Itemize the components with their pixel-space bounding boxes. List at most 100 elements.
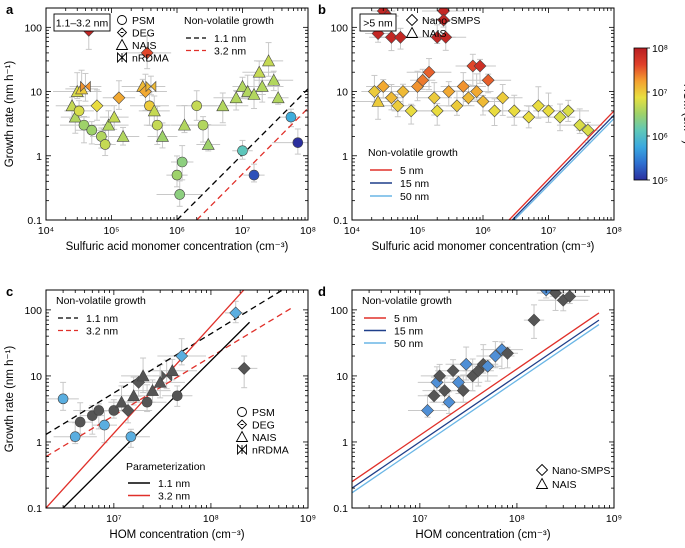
param-title: Parameterization	[126, 461, 206, 473]
legend-marker-deg	[236, 419, 248, 430]
data-point	[247, 87, 261, 100]
data-point	[563, 290, 577, 303]
data-point	[549, 290, 562, 300]
size-range-box	[359, 13, 397, 32]
data-point	[141, 396, 153, 408]
data-point	[488, 349, 502, 363]
legend-label: NAIS	[132, 40, 157, 52]
data-point	[542, 104, 555, 118]
data-point	[267, 73, 281, 86]
line-15-nm	[511, 114, 614, 220]
data-point	[427, 91, 441, 105]
data-point	[439, 30, 453, 44]
legend-marker-nais	[405, 26, 419, 38]
data-point	[125, 431, 137, 443]
colorbar-tick-label: 10⁵	[652, 175, 668, 187]
data-point	[252, 65, 266, 78]
line-5-nm	[352, 312, 600, 483]
x-tick-label: 10⁷	[541, 225, 557, 237]
data-point	[101, 118, 116, 131]
data-point	[68, 110, 82, 123]
data-point	[73, 105, 85, 117]
data-point	[376, 80, 390, 93]
legend-marker-nano-smps	[535, 463, 549, 477]
x-tick-label: 10⁴	[38, 225, 54, 237]
x-tick-label: 10⁶	[169, 225, 185, 237]
line-50-nm	[352, 323, 600, 494]
data-point	[438, 384, 452, 397]
data-point	[171, 390, 183, 402]
data-point	[191, 100, 203, 112]
legend-label: 3.2 nm	[214, 46, 246, 58]
data-point	[145, 383, 159, 396]
panel-letter: a	[6, 2, 14, 17]
data-point	[391, 99, 405, 113]
legend-label: Nano-SMPS	[552, 465, 610, 477]
size-range-label: 1.1–3.2 nm	[56, 18, 109, 30]
y-tick-label: 0.1	[27, 503, 42, 515]
legend-label: nRDMA	[252, 445, 289, 457]
legend-label: PSM	[252, 407, 275, 419]
data-point	[371, 94, 385, 107]
data-point	[147, 104, 161, 117]
data-point	[86, 124, 98, 136]
legend-marker-nano-smps	[405, 13, 419, 27]
data-point	[229, 91, 243, 104]
legend-marker-nrdma	[117, 51, 127, 64]
y-tick-label: 100	[24, 305, 42, 317]
x-tick-label: 10⁷	[235, 225, 251, 237]
plot-frame	[45, 289, 309, 509]
legend-label: 5 nm	[394, 313, 418, 325]
data-point	[127, 389, 141, 402]
data-point	[561, 104, 575, 118]
data-point	[229, 306, 243, 320]
data-point	[155, 129, 169, 142]
data-point	[216, 99, 230, 112]
y-tick-label: 1	[342, 151, 348, 163]
legend-label: NAIS	[252, 432, 277, 444]
legend-marker-deg	[116, 27, 128, 38]
legend-marker-psm	[237, 407, 247, 417]
y-tick-label: 0.1	[27, 215, 42, 227]
data-point	[90, 99, 104, 113]
data-point	[197, 119, 209, 131]
line-parameterization-1-1-nm	[62, 321, 251, 508]
data-point	[442, 85, 456, 98]
data-point	[165, 364, 179, 376]
legend-marker-psm	[117, 15, 127, 25]
legend-label: NAIS	[422, 28, 447, 40]
data-point	[235, 79, 250, 92]
y-tick-label: 10	[30, 371, 42, 383]
data-point	[394, 30, 407, 44]
data-point	[396, 85, 410, 98]
data-point	[371, 27, 385, 40]
x-tick-label: 10⁸	[509, 513, 525, 525]
panel-c: c 10⁷ 10⁸ 10⁹ 0.1 1 10 100 HOM concentration (cm…	[4, 284, 316, 541]
legend-title: Non-volatile growth	[56, 295, 146, 307]
plot-area	[53, 22, 308, 220]
data-point	[581, 123, 595, 137]
data-point	[452, 375, 465, 389]
data-point	[481, 359, 495, 373]
data-point	[481, 73, 495, 87]
legend-label: 15 nm	[400, 178, 429, 190]
data-point	[422, 65, 436, 79]
y-tick-label: 1	[36, 437, 42, 449]
data-point	[271, 91, 285, 104]
data-point	[470, 85, 484, 98]
data-point	[456, 384, 470, 397]
plot-frame	[45, 7, 309, 221]
colorbar: 10⁵ 10⁶ 10⁷ 10⁸ HOM (cm⁻³)	[633, 43, 685, 187]
x-tick-label: 10⁶	[475, 225, 491, 237]
data-point	[151, 119, 163, 131]
x-axis-label: Sulfuric acid monomer concentration (cm⁻…	[372, 241, 595, 253]
data-point	[112, 91, 126, 105]
data-point	[136, 369, 150, 382]
data-point	[421, 404, 434, 417]
panel-b: b 10⁴ 10⁵ 10⁶ 10⁷ 10⁸ 0.1 1 10 100 Sulfuric acid m…	[318, 2, 622, 253]
data-point	[153, 375, 167, 388]
data-point	[456, 80, 470, 93]
x-tick-label: 10⁵	[409, 225, 425, 237]
data-point	[241, 84, 255, 97]
legend-title: Non-volatile growth	[362, 295, 452, 307]
